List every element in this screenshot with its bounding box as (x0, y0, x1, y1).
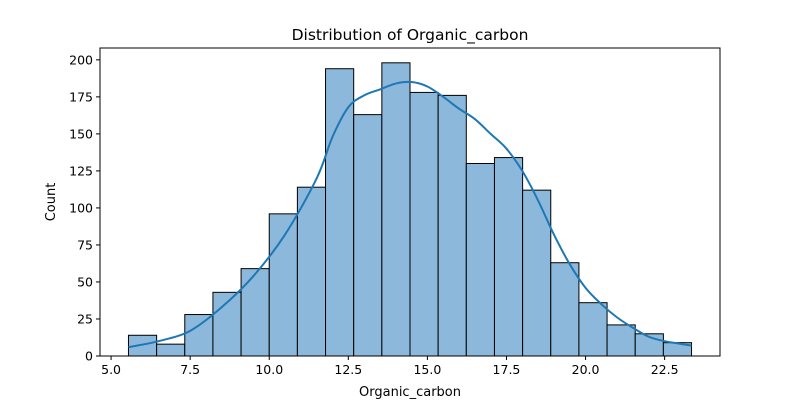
histogram-bar (240, 268, 270, 357)
x-tick-label: 12.5 (334, 362, 362, 377)
y-tick-label: 75 (77, 237, 93, 252)
x-tick-label: 22.5 (651, 362, 679, 377)
histogram-bar (268, 213, 298, 357)
histogram-bar (465, 163, 495, 357)
kde-curve (128, 80, 692, 349)
x-tick-label: 15.0 (413, 362, 441, 377)
y-tick-label: 50 (77, 274, 93, 289)
x-tick-label: 20.0 (572, 362, 600, 377)
histogram-bar (578, 302, 608, 357)
x-tick-label: 7.5 (180, 362, 200, 377)
histogram-bar (522, 189, 552, 357)
x-tick-label: 5.0 (101, 362, 121, 377)
chart-title: Distribution of Organic_carbon (292, 26, 529, 45)
x-axis: 5.0 7.5 10.0 12.5 15.0 17.5 20.0 22.5 (101, 356, 679, 377)
histogram-bar (353, 114, 383, 357)
histogram-bar (409, 91, 439, 357)
histogram-bar (550, 262, 580, 357)
x-tick-label: 17.5 (493, 362, 521, 377)
histogram-bar (381, 62, 411, 357)
histogram-bar (184, 314, 214, 357)
histogram-bars (127, 62, 693, 357)
y-axis-title: Count (44, 183, 59, 222)
x-axis-title: Organic_carbon (359, 385, 461, 400)
x-tick-label: 10.0 (255, 362, 283, 377)
plot-frame (99, 47, 721, 357)
histogram-bar (606, 324, 636, 357)
histogram-bar (156, 343, 186, 357)
y-axis: 0 25 50 75 100 125 150 175 200 (69, 52, 100, 364)
y-tick-label: 175 (69, 89, 93, 104)
y-tick-label: 150 (69, 126, 93, 141)
y-tick-label: 100 (69, 200, 93, 215)
y-tick-label: 125 (69, 163, 93, 178)
histogram-bar (437, 94, 467, 357)
y-tick-label: 200 (69, 52, 93, 67)
histogram-bar (325, 68, 355, 357)
y-tick-label: 25 (77, 311, 93, 326)
histogram-bar (296, 186, 327, 357)
y-tick-label: 0 (85, 349, 93, 364)
histogram-bar (493, 157, 524, 357)
